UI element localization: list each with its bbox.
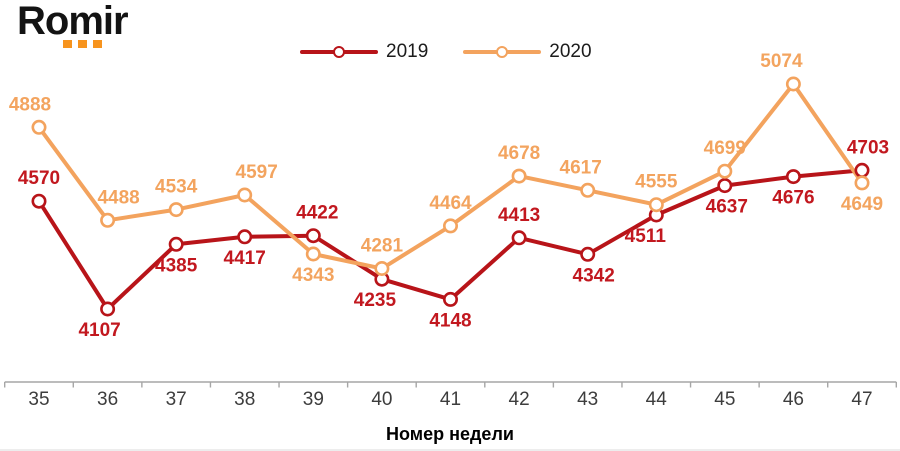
data-label-2020: 4649 [841, 194, 883, 215]
data-label-2020: 4888 [9, 94, 51, 115]
data-label-2020: 4488 [97, 187, 139, 208]
data-point-2019 [854, 162, 870, 178]
data-label-2020: 5074 [760, 51, 803, 72]
data-label-2019: 4703 [847, 137, 889, 158]
data-point-2020 [100, 212, 116, 228]
legend-line-2020 [463, 46, 542, 58]
data-label-2020: 4678 [498, 143, 540, 164]
data-point-2020 [305, 246, 321, 262]
logo-dot [93, 40, 102, 48]
data-point-2020 [237, 187, 253, 203]
data-label-2020: 4555 [635, 172, 678, 193]
logo-dot [78, 40, 87, 48]
data-label-2019: 4570 [18, 168, 60, 189]
data-label-2019: 4235 [354, 290, 397, 311]
data-point-2020 [168, 202, 184, 218]
data-point-2019 [237, 229, 253, 245]
legend-line-2019 [300, 46, 378, 58]
data-label-2020: 4597 [236, 162, 278, 183]
chart-legend: 2019 2020 [300, 41, 592, 63]
data-label-2019: 4511 [625, 226, 667, 247]
data-label-2020: 4699 [704, 138, 746, 159]
data-label-2019: 4676 [772, 188, 814, 209]
bottom-divider [0, 449, 900, 451]
data-label-2020: 4464 [429, 193, 472, 214]
legend-marker-icon [333, 46, 345, 58]
x-tick-label: 42 [509, 389, 530, 410]
x-tick-label: 47 [851, 389, 872, 410]
data-point-2020 [854, 175, 870, 191]
x-axis-title: Номер недели [386, 424, 514, 444]
legend-item-2020: 2020 [463, 41, 592, 63]
romir-logo-dots [63, 40, 102, 48]
data-point-2019 [100, 301, 116, 317]
data-label-2020: 4534 [155, 177, 198, 198]
data-point-2020 [31, 119, 47, 135]
legend-label-2019: 2019 [386, 41, 429, 62]
x-tick-label: 41 [440, 389, 461, 410]
data-point-2019 [580, 246, 596, 262]
data-label-2019: 4422 [296, 203, 338, 224]
data-point-2020 [648, 197, 664, 213]
data-label-2019: 4385 [155, 255, 198, 276]
data-point-2019 [168, 236, 184, 252]
data-label-2019: 4637 [706, 197, 748, 218]
data-point-2019 [511, 230, 527, 246]
x-tick-label: 45 [714, 389, 735, 410]
legend-item-2019: 2019 [300, 41, 428, 63]
data-label-2019: 4413 [498, 205, 540, 226]
x-tick-label: 37 [166, 389, 187, 410]
data-point-2020 [511, 168, 527, 184]
x-tick-label: 40 [371, 389, 392, 410]
logo-dot [63, 40, 72, 48]
data-label-2020: 4343 [292, 265, 334, 286]
x-tick-label: 38 [234, 389, 255, 410]
data-label-2019: 4148 [429, 310, 471, 331]
x-tick-label: 39 [303, 389, 324, 410]
data-point-2020 [785, 76, 801, 92]
x-tick-label: 43 [577, 389, 598, 410]
romir-logo-text: Romir [17, 0, 129, 43]
romir-logo: Romir [17, 0, 129, 48]
data-point-2019 [785, 169, 801, 185]
legend-marker-icon [496, 46, 509, 58]
data-point-2020 [442, 218, 458, 234]
data-point-2019 [442, 291, 458, 307]
data-label-2020: 4617 [560, 157, 602, 178]
x-tick-label: 36 [97, 389, 118, 410]
data-label-2019: 4342 [573, 265, 615, 286]
data-label-2019: 4107 [78, 320, 120, 341]
x-tick-label: 46 [783, 389, 804, 410]
x-tick-label: 35 [28, 389, 49, 410]
data-point-2019 [31, 193, 47, 209]
data-point-2019 [717, 178, 733, 194]
data-label-2019: 4417 [224, 248, 266, 269]
legend-label-2020: 2020 [549, 41, 592, 62]
data-point-2020 [580, 182, 596, 198]
data-point-2020 [717, 163, 733, 179]
data-point-2019 [305, 228, 321, 244]
x-tick-label: 44 [646, 389, 668, 410]
data-label-2020: 4281 [361, 236, 404, 257]
data-point-2020 [374, 260, 390, 276]
